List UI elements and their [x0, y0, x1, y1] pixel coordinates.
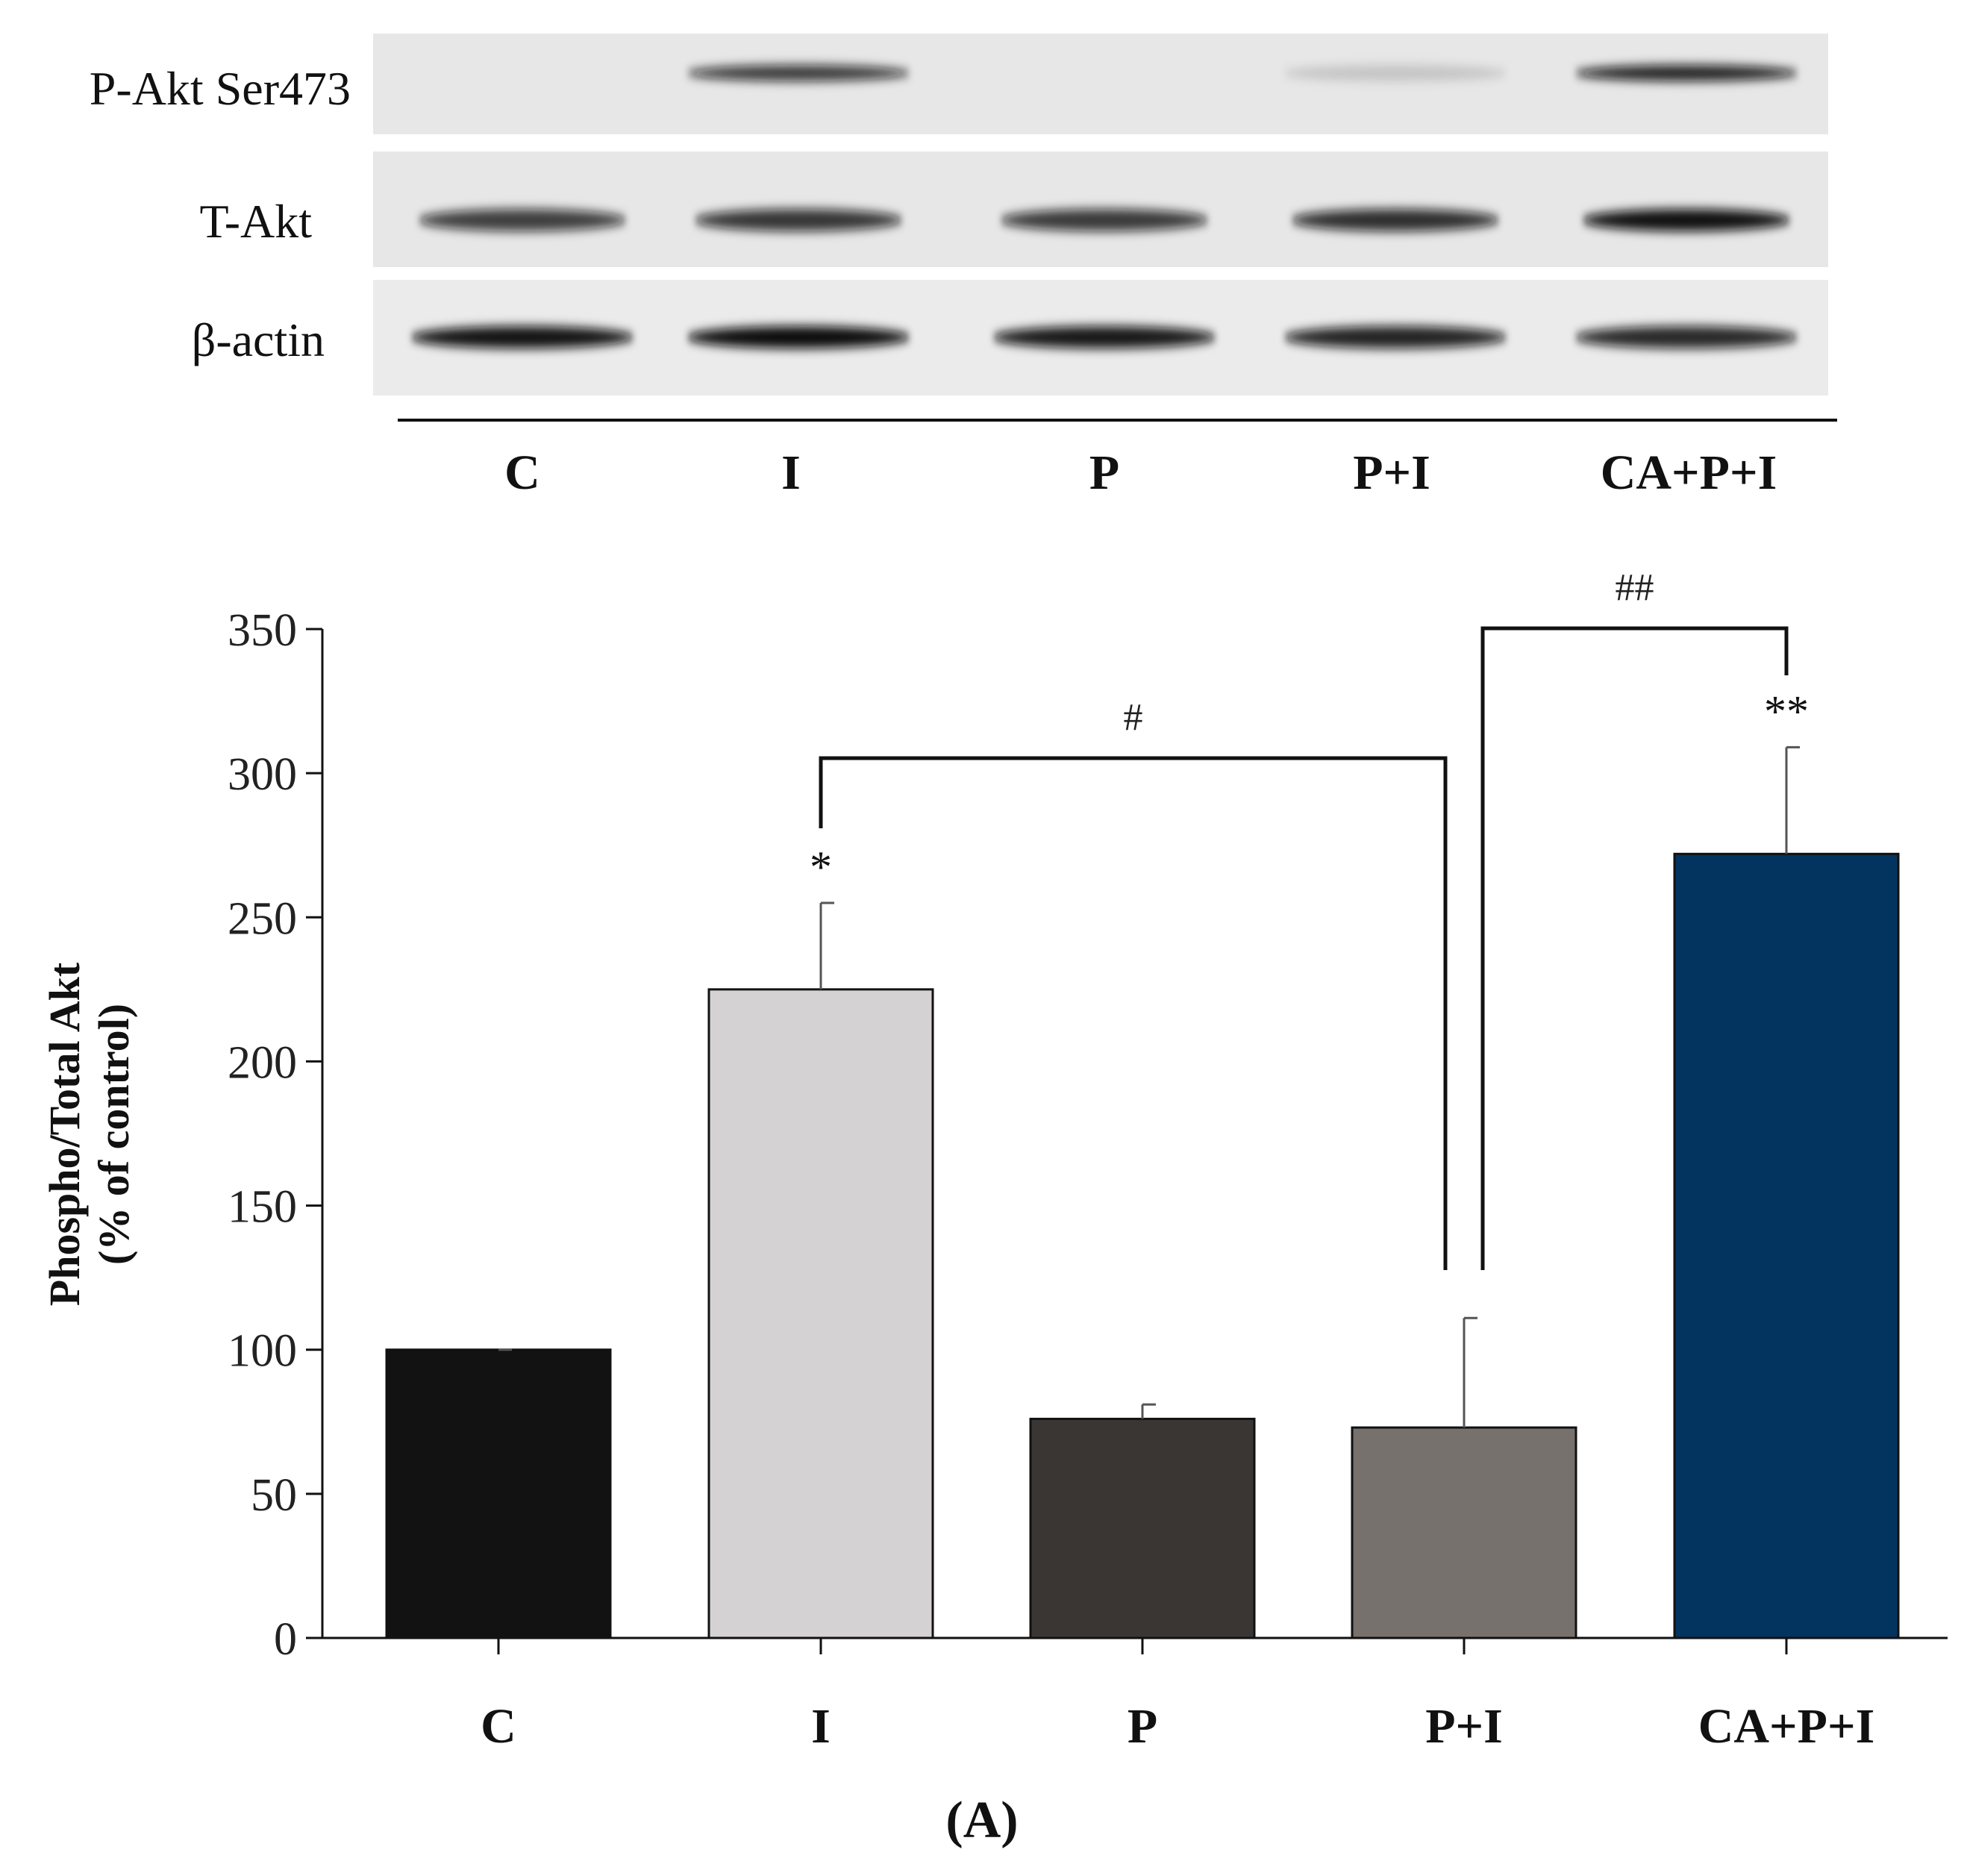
significance-marks-group: ***	[810, 687, 1809, 892]
bar-5	[1673, 852, 1900, 1639]
blot-band	[687, 326, 910, 348]
blot-band	[1574, 65, 1798, 81]
y-tick-label: 0	[274, 1614, 297, 1665]
significance-mark: *	[810, 842, 832, 892]
comparison-label: ##	[1616, 566, 1654, 609]
x-tick-label: CA+P+I	[1698, 1699, 1875, 1754]
bar-2	[707, 988, 934, 1639]
blot-lane-label-p: P	[1089, 445, 1119, 500]
blot-band	[1574, 326, 1798, 348]
bar-1	[385, 1348, 612, 1639]
y-tick-label: 350	[228, 605, 297, 656]
blot-band	[694, 209, 903, 231]
blot-band	[992, 326, 1216, 348]
blot-lane-label-c: C	[504, 445, 540, 500]
blot-band	[687, 65, 910, 81]
error-bars-group	[498, 745, 1800, 1428]
y-ticks-group: 0 50 100 150 200 250 300 350	[228, 605, 322, 1665]
bar-4	[1351, 1426, 1577, 1639]
comparison-bracket-2	[1480, 626, 1789, 1270]
x-tick-label: C	[481, 1699, 516, 1754]
y-tick-label: 300	[228, 749, 297, 800]
bar-3	[1029, 1417, 1256, 1639]
blot-lane-label-ca-p-i: CA+P+I	[1601, 445, 1777, 500]
x-ticks-group	[497, 1638, 1788, 1654]
y-axis-title: Phospho/Total Akt (% of control)	[40, 962, 138, 1306]
x-tick-label: P+I	[1425, 1699, 1503, 1754]
blot-band	[1582, 209, 1791, 231]
y-tick-label: 200	[228, 1037, 297, 1088]
y-tick-label: 250	[228, 893, 297, 944]
x-tick-label: P	[1128, 1699, 1157, 1754]
blot-band	[410, 326, 634, 348]
blot-band	[1283, 326, 1507, 348]
blot-band	[1000, 209, 1209, 231]
comparison-brackets-group: ###	[819, 566, 1789, 1270]
comparison-bracket-1	[819, 756, 1448, 1270]
y-tick-label: 50	[251, 1470, 297, 1521]
blot-row-label-b-actin: β-actin	[192, 313, 325, 366]
x-tick-labels-group: C I P P+I CA+P+I	[481, 1699, 1874, 1754]
blot-lane-label-p-plus-i: P+I	[1353, 445, 1430, 500]
panel-label: (A)	[945, 1792, 1018, 1849]
blot-band	[418, 209, 627, 231]
western-blot: P-Akt Ser473 T-Akt β-actin C I P P+I CA+…	[90, 34, 1837, 500]
significance-mark: **	[1764, 687, 1809, 736]
blot-row-label-p-akt: P-Akt Ser473	[90, 62, 351, 115]
comparison-label: #	[1124, 696, 1143, 739]
blot-bands	[410, 65, 1798, 348]
blot-strip-p-akt	[373, 34, 1828, 134]
bars-group	[385, 852, 1900, 1639]
blot-row-label-t-akt: T-Akt	[199, 195, 312, 248]
blot-lane-label-i: I	[781, 445, 801, 500]
y-axis-title-line-1: Phospho/Total Akt	[40, 962, 89, 1306]
blot-band	[1283, 65, 1507, 81]
x-tick-label: I	[811, 1699, 831, 1754]
y-tick-label: 150	[228, 1182, 297, 1233]
blot-band	[1291, 209, 1500, 231]
y-axis-title-line-2: (% of control)	[90, 1004, 138, 1265]
y-tick-label: 100	[228, 1326, 297, 1377]
